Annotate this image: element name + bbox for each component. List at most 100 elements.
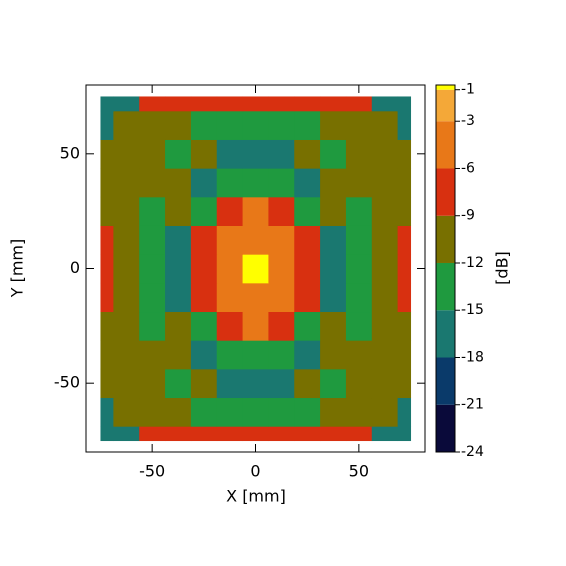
- contour-cell: [320, 282, 347, 313]
- y-tick-label: -50: [54, 373, 80, 392]
- contour-cell: [345, 110, 373, 140]
- colorbar-segment: [436, 404, 455, 452]
- contour-cell: [294, 139, 321, 169]
- colorbar-tick-label: -24: [461, 444, 484, 460]
- contour-cell: [190, 282, 218, 313]
- contour-cell: [294, 311, 321, 341]
- contour-cell: [397, 110, 412, 140]
- contour-cell: [345, 311, 373, 341]
- contour-cell: [320, 168, 347, 198]
- contour-cell: [100, 139, 114, 169]
- contour-cell: [165, 96, 192, 112]
- contour-cell: [165, 110, 192, 140]
- contour-cell: [190, 426, 218, 442]
- contour-cell: [371, 110, 399, 140]
- contour-cell: [345, 225, 373, 255]
- y-tick-label: 50: [60, 143, 80, 162]
- contour-cell: [294, 397, 321, 427]
- contour-cell: [216, 426, 244, 442]
- contour-cell: [242, 225, 269, 255]
- colorbar-tick-label: -1: [461, 82, 475, 98]
- contour-cell: [216, 340, 244, 370]
- contour-cell: [216, 282, 244, 313]
- contour-cell: [139, 340, 166, 370]
- colorbar-segment: [436, 168, 455, 216]
- colorbar-segment: [436, 89, 455, 122]
- contour-cell: [190, 139, 218, 169]
- contour-cell: [345, 397, 373, 427]
- contour-cell: [165, 139, 192, 169]
- colorbar-segment: [436, 310, 455, 358]
- contour-cell: [397, 426, 412, 442]
- contour-cell: [268, 196, 295, 226]
- contour-cell: [190, 196, 218, 226]
- contour-cell: [320, 368, 347, 399]
- contour-cell: [139, 139, 166, 169]
- contour-cell: [165, 282, 192, 313]
- contour-cell: [165, 340, 192, 370]
- x-tick-label: 50: [349, 462, 369, 481]
- contour-cell: [216, 225, 244, 255]
- contour-cell: [294, 426, 321, 442]
- contour-cell: [139, 368, 166, 399]
- contour-cell: [397, 311, 412, 341]
- contour-cell: [345, 368, 373, 399]
- contour-cell: [216, 311, 244, 341]
- contour-cell: [345, 168, 373, 198]
- contour-cell: [320, 139, 347, 169]
- x-tick-label: -50: [139, 462, 165, 481]
- contour-cell: [216, 110, 244, 140]
- contour-cell: [397, 225, 412, 255]
- contour-cell: [100, 282, 114, 313]
- contour-cell: [345, 139, 373, 169]
- contour-cell: [100, 311, 114, 341]
- contour-cell: [190, 254, 218, 284]
- contour-cell: [113, 311, 140, 341]
- contour-cell: [113, 96, 140, 112]
- contour-cell: [345, 340, 373, 370]
- contour-cell: [371, 340, 399, 370]
- contour-cell: [216, 368, 244, 399]
- contour-cell: [294, 168, 321, 198]
- contour-cell: [190, 96, 218, 112]
- colorbar-tick-label: -21: [461, 397, 484, 413]
- contour-cell: [294, 96, 321, 112]
- colorbar-tick-label: -15: [461, 302, 484, 318]
- contour-cell: [320, 426, 347, 442]
- contour-cell: [216, 196, 244, 226]
- contour-cell: [345, 196, 373, 226]
- contour-cell: [113, 426, 140, 442]
- contour-cell: [268, 254, 295, 284]
- contour-cell: [139, 397, 166, 427]
- contour-cell: [242, 397, 269, 427]
- x-tick-label: 0: [250, 462, 260, 481]
- contour-cell: [397, 254, 412, 284]
- contour-cell: [320, 340, 347, 370]
- colorbar-label: [dB]: [493, 251, 512, 285]
- contour-cell: [268, 225, 295, 255]
- contour-cell: [268, 168, 295, 198]
- y-axis-label: Y [mm]: [8, 239, 27, 299]
- contour-cell: [139, 225, 166, 255]
- contour-cell: [320, 225, 347, 255]
- contour-cell: [190, 368, 218, 399]
- contour-cell: [320, 397, 347, 427]
- contour-cell: [165, 426, 192, 442]
- contour-cell: [113, 139, 140, 169]
- contour-cell: [242, 96, 269, 112]
- contour-cell: [190, 168, 218, 198]
- contour-cell: [190, 397, 218, 427]
- contour-cell: [190, 225, 218, 255]
- contour-cell: [371, 426, 399, 442]
- contour-cell: [165, 397, 192, 427]
- contour-cell: [165, 168, 192, 198]
- contour-cell: [371, 368, 399, 399]
- contour-cell: [268, 368, 295, 399]
- contour-cell: [268, 426, 295, 442]
- contour-cell: [100, 110, 114, 140]
- contour-cell: [165, 225, 192, 255]
- contour-cell: [139, 168, 166, 198]
- contour-cell: [397, 168, 412, 198]
- colorbar-segment: [436, 85, 455, 90]
- contour-cell: [371, 311, 399, 341]
